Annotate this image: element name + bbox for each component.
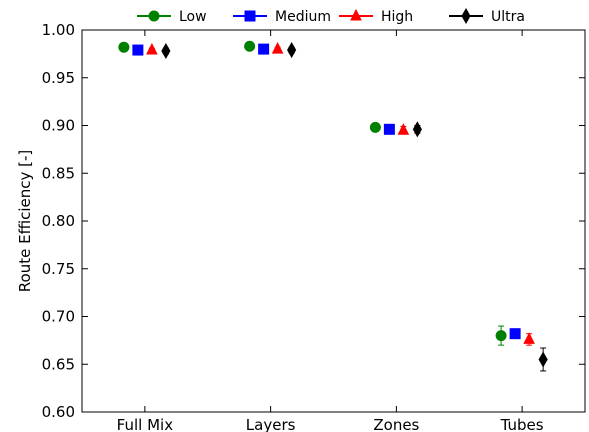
legend-item-ultra: Ultra	[449, 7, 525, 25]
legend-item-high: High	[339, 8, 413, 25]
data-point-ultra	[287, 42, 297, 59]
x-tick-label: Tubes	[500, 416, 544, 432]
y-tick-label: 0.80	[42, 212, 75, 230]
y-tick-label: 0.85	[42, 164, 75, 182]
axis-ticks: 0.60 0.65 0.70 0.75 0.80 0.85 0.90 0.95 1.00 Full…	[42, 21, 585, 432]
data-point-ultra	[412, 121, 422, 138]
y-tick-label: 0.65	[42, 355, 75, 373]
data-point-medium	[383, 123, 395, 135]
series-medium	[132, 43, 521, 340]
series-low	[118, 40, 507, 346]
data-point-ultra	[161, 43, 171, 60]
data-point-low	[244, 40, 256, 52]
x-tick-label: Full Mix	[117, 416, 174, 432]
x-tick-label: Layers	[246, 416, 296, 432]
legend-item-low: Low	[137, 9, 207, 25]
data-point-high	[146, 42, 158, 55]
data-point-medium	[132, 44, 144, 56]
y-tick-label: 1.00	[42, 21, 75, 39]
data-point-high	[271, 41, 284, 54]
legend-item-medium: Medium	[233, 9, 331, 25]
legend: Low Medium High Ultra	[137, 7, 525, 25]
legend-label: Ultra	[491, 9, 525, 25]
y-tick-label: 0.90	[42, 117, 75, 135]
legend-label: Medium	[275, 9, 331, 25]
data-point-low	[369, 121, 381, 133]
legend-marker	[350, 8, 362, 21]
data-point-high	[523, 332, 535, 344]
x-tick-label: Zones	[373, 416, 419, 432]
y-tick-label: 0.75	[42, 260, 75, 278]
y-axis-title: Route Efficiency [-]	[16, 150, 34, 292]
legend-label: High	[381, 9, 413, 25]
plot-frame	[81, 29, 586, 413]
data-point-high	[397, 123, 410, 135]
y-tick-label: 0.60	[42, 403, 75, 421]
data-point-low	[118, 41, 130, 53]
y-tick-label: 0.70	[42, 308, 75, 326]
legend-marker	[244, 10, 256, 22]
data-marks	[118, 40, 548, 372]
legend-marker	[148, 10, 160, 22]
series-ultra	[161, 42, 548, 372]
data-point-medium	[509, 328, 521, 340]
series-high	[146, 41, 535, 346]
legend-marker	[461, 7, 471, 25]
legend-label: Low	[179, 9, 207, 25]
data-point-low	[495, 330, 507, 342]
y-tick-label: 0.95	[42, 69, 75, 87]
data-point-medium	[258, 43, 270, 55]
data-point-ultra	[538, 351, 548, 368]
